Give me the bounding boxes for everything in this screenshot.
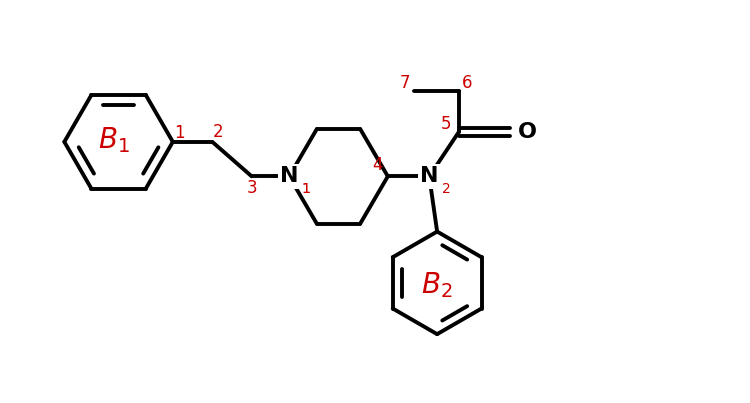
- Text: 1: 1: [175, 124, 185, 142]
- Text: 1: 1: [302, 182, 310, 196]
- Text: 3: 3: [247, 179, 257, 197]
- Text: N: N: [280, 166, 298, 186]
- Text: 5: 5: [441, 115, 452, 133]
- Text: $B_1$: $B_1$: [98, 125, 130, 155]
- Text: 2: 2: [442, 182, 451, 196]
- Text: 6: 6: [461, 74, 472, 91]
- Text: 7: 7: [399, 74, 410, 91]
- Text: 1: 1: [302, 182, 310, 196]
- Text: 2: 2: [213, 123, 223, 141]
- Text: O: O: [518, 122, 537, 142]
- Text: N: N: [280, 166, 298, 186]
- Text: $B_2$: $B_2$: [422, 270, 453, 300]
- Text: 4: 4: [373, 156, 383, 174]
- Text: N: N: [420, 166, 439, 186]
